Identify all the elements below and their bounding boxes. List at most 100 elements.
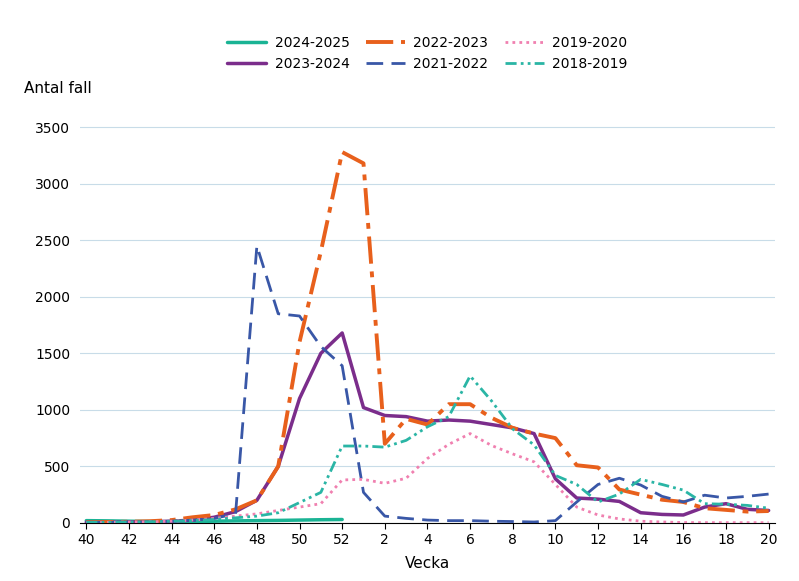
- 2018-2019: [572, 481, 582, 488]
- 2022-2023: [359, 160, 368, 167]
- 2021-2022: [337, 363, 347, 370]
- 2018-2019: [487, 397, 496, 404]
- 2021-2022: [444, 517, 454, 524]
- 2024-2025: [209, 518, 219, 525]
- 2022-2023: [81, 519, 91, 526]
- 2022-2023: [593, 464, 602, 471]
- 2023-2024: [295, 395, 304, 402]
- 2021-2022: [593, 481, 602, 488]
- 2022-2023: [423, 421, 432, 428]
- 2019-2020: [337, 476, 347, 483]
- 2022-2023: [444, 401, 454, 408]
- 2018-2019: [252, 512, 262, 519]
- 2018-2019: [700, 500, 710, 507]
- 2021-2022: [103, 519, 113, 526]
- 2022-2023: [529, 430, 539, 437]
- 2023-2024: [465, 418, 475, 425]
- 2019-2020: [572, 504, 582, 511]
- 2019-2020: [209, 515, 219, 522]
- 2019-2020: [678, 519, 688, 526]
- 2018-2019: [636, 476, 646, 483]
- 2019-2020: [231, 512, 240, 519]
- 2018-2019: [678, 487, 688, 494]
- 2022-2023: [678, 498, 688, 505]
- 2022-2023: [764, 508, 773, 515]
- 2021-2022: [572, 498, 582, 505]
- 2022-2023: [487, 414, 496, 421]
- 2023-2024: [209, 514, 219, 521]
- 2018-2019: [124, 518, 133, 525]
- 2023-2024: [678, 511, 688, 518]
- 2022-2023: [551, 435, 560, 442]
- 2023-2024: [572, 494, 582, 501]
- 2023-2024: [636, 509, 646, 516]
- 2023-2024: [508, 425, 518, 432]
- 2018-2019: [658, 481, 667, 488]
- 2018-2019: [337, 443, 347, 450]
- 2019-2020: [700, 519, 710, 526]
- 2019-2020: [444, 441, 454, 448]
- 2023-2024: [188, 517, 197, 523]
- 2018-2019: [614, 490, 624, 497]
- 2021-2022: [658, 493, 667, 500]
- 2022-2023: [337, 149, 347, 156]
- 2018-2019: [529, 442, 539, 449]
- 2018-2019: [81, 519, 91, 526]
- 2023-2024: [359, 404, 368, 411]
- 2021-2022: [124, 518, 133, 525]
- 2021-2022: [487, 518, 496, 525]
- 2019-2020: [465, 430, 475, 437]
- 2022-2023: [465, 401, 475, 408]
- 2023-2024: [337, 329, 347, 336]
- 2023-2024: [700, 504, 710, 511]
- 2018-2019: [742, 502, 752, 509]
- Line: 2019-2020: 2019-2020: [86, 433, 769, 523]
- 2019-2020: [252, 510, 262, 517]
- 2019-2020: [721, 519, 731, 526]
- 2021-2022: [764, 490, 773, 497]
- 2019-2020: [295, 504, 304, 511]
- 2022-2023: [658, 496, 667, 503]
- 2021-2022: [614, 475, 624, 482]
- 2019-2020: [551, 481, 560, 488]
- 2024-2025: [295, 517, 304, 523]
- 2021-2022: [209, 515, 219, 522]
- 2021-2022: [380, 512, 390, 519]
- 2018-2019: [380, 444, 390, 451]
- 2022-2023: [188, 514, 197, 521]
- 2019-2020: [658, 518, 667, 525]
- 2024-2025: [81, 517, 91, 524]
- 2023-2024: [81, 519, 91, 526]
- 2021-2022: [167, 518, 177, 525]
- 2019-2020: [593, 511, 602, 518]
- 2022-2023: [401, 415, 411, 422]
- 2021-2022: [465, 517, 475, 524]
- 2022-2023: [380, 440, 390, 447]
- 2022-2023: [209, 511, 219, 518]
- 2022-2023: [742, 508, 752, 515]
- 2021-2022: [508, 518, 518, 525]
- 2018-2019: [145, 518, 155, 525]
- 2024-2025: [145, 518, 155, 525]
- 2021-2022: [359, 489, 368, 496]
- 2023-2024: [252, 497, 262, 504]
- 2023-2024: [444, 417, 454, 424]
- 2023-2024: [380, 412, 390, 419]
- 2023-2024: [167, 518, 177, 525]
- 2023-2024: [103, 519, 113, 526]
- 2018-2019: [316, 489, 326, 496]
- 2024-2025: [167, 518, 177, 525]
- 2019-2020: [359, 476, 368, 483]
- 2022-2023: [636, 491, 646, 498]
- 2019-2020: [81, 519, 91, 526]
- 2022-2023: [231, 506, 240, 513]
- 2022-2023: [145, 518, 155, 525]
- 2021-2022: [678, 498, 688, 505]
- 2022-2023: [614, 486, 624, 493]
- 2023-2024: [124, 518, 133, 525]
- 2023-2024: [764, 507, 773, 514]
- 2021-2022: [721, 494, 731, 501]
- 2018-2019: [231, 514, 240, 521]
- 2022-2023: [316, 248, 326, 255]
- 2022-2023: [572, 462, 582, 469]
